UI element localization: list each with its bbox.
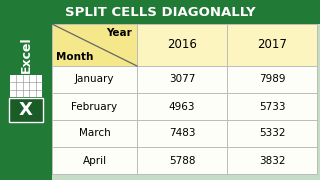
- FancyBboxPatch shape: [52, 120, 317, 147]
- Text: Year: Year: [106, 28, 132, 38]
- FancyBboxPatch shape: [52, 66, 317, 93]
- FancyBboxPatch shape: [9, 98, 43, 122]
- FancyBboxPatch shape: [0, 0, 320, 24]
- Text: SPLIT CELLS DIAGONALLY: SPLIT CELLS DIAGONALLY: [65, 6, 255, 19]
- Text: Month: Month: [56, 52, 93, 62]
- Text: 2016: 2016: [167, 39, 197, 51]
- FancyBboxPatch shape: [52, 24, 317, 174]
- FancyBboxPatch shape: [137, 24, 227, 66]
- Text: April: April: [83, 156, 107, 165]
- FancyBboxPatch shape: [227, 24, 317, 66]
- Text: 3077: 3077: [169, 75, 195, 84]
- Text: 5332: 5332: [259, 129, 285, 138]
- FancyBboxPatch shape: [52, 93, 317, 120]
- Text: 5788: 5788: [169, 156, 195, 165]
- Text: March: March: [79, 129, 110, 138]
- Text: X: X: [19, 101, 33, 119]
- FancyBboxPatch shape: [0, 24, 52, 180]
- Text: Excel: Excel: [20, 37, 33, 73]
- FancyBboxPatch shape: [52, 24, 137, 66]
- Text: January: January: [75, 75, 114, 84]
- Text: 7483: 7483: [169, 129, 195, 138]
- Text: 2017: 2017: [257, 39, 287, 51]
- Text: February: February: [71, 102, 117, 111]
- FancyBboxPatch shape: [10, 75, 42, 97]
- Text: 3832: 3832: [259, 156, 285, 165]
- FancyBboxPatch shape: [52, 147, 317, 174]
- Text: 7989: 7989: [259, 75, 285, 84]
- Text: 4963: 4963: [169, 102, 195, 111]
- Text: 5733: 5733: [259, 102, 285, 111]
